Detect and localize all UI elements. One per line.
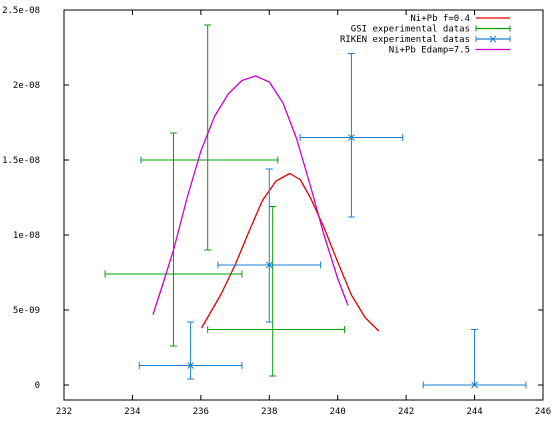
errorbar-point bbox=[299, 53, 404, 218]
x-tick-label: 246 bbox=[535, 407, 551, 417]
y-tick-label: 2.5e-08 bbox=[2, 6, 40, 16]
legend-label: GSI experimental datas bbox=[351, 25, 470, 35]
x-tick-label: 240 bbox=[330, 407, 346, 417]
y-tick-label: 2e-08 bbox=[13, 81, 40, 91]
series-1 bbox=[200, 172, 380, 332]
axes: 232 234 236 238 240 242 244 246 0 5e-09 1e-08 1.5e-… bbox=[2, 6, 551, 417]
x-tick-label: 238 bbox=[261, 407, 277, 417]
legend-label: Ni+Pb f=0.4 bbox=[410, 14, 470, 24]
errorbar-point bbox=[207, 206, 346, 377]
legend-entry: RIKEN experimental datas bbox=[340, 35, 511, 45]
x-tick-label: 236 bbox=[193, 407, 209, 417]
y-tick-label: 1.5e-08 bbox=[2, 156, 40, 166]
errorbar-point bbox=[140, 156, 279, 164]
x-tick-label: 242 bbox=[398, 407, 414, 417]
plot-area bbox=[104, 24, 527, 389]
legend-label: RIKEN experimental datas bbox=[340, 35, 470, 45]
series-line bbox=[152, 75, 349, 315]
y-tick-label: 0 bbox=[35, 381, 40, 391]
errorbar-point bbox=[104, 132, 243, 347]
y-tick-label: 5e-09 bbox=[13, 306, 40, 316]
legend-entry: Ni+Pb f=0.4 bbox=[410, 14, 510, 24]
errorbar-point bbox=[138, 321, 243, 380]
errorbar-point bbox=[422, 329, 527, 389]
point-marker bbox=[348, 134, 355, 141]
series-3 bbox=[138, 53, 527, 389]
x-tick-label: 234 bbox=[124, 407, 140, 417]
point-marker bbox=[187, 362, 194, 369]
legend-entry: GSI experimental datas bbox=[351, 25, 511, 35]
x-tick-label: 244 bbox=[466, 407, 482, 417]
y-tick-label: 1e-08 bbox=[13, 231, 40, 241]
errorbar-point bbox=[204, 24, 212, 251]
legend-marker bbox=[489, 35, 497, 43]
series-4 bbox=[152, 75, 349, 315]
legend-entry: Ni+Pb Edamp=7.5 bbox=[389, 46, 510, 56]
series-line bbox=[200, 172, 380, 332]
legend-label: Ni+Pb Edamp=7.5 bbox=[389, 46, 470, 56]
plot-border bbox=[63, 9, 544, 401]
point-marker bbox=[265, 261, 273, 269]
point-marker bbox=[471, 381, 478, 389]
errorbar-point bbox=[217, 168, 322, 323]
x-tick-label: 232 bbox=[56, 407, 72, 417]
series-2 bbox=[104, 24, 346, 377]
